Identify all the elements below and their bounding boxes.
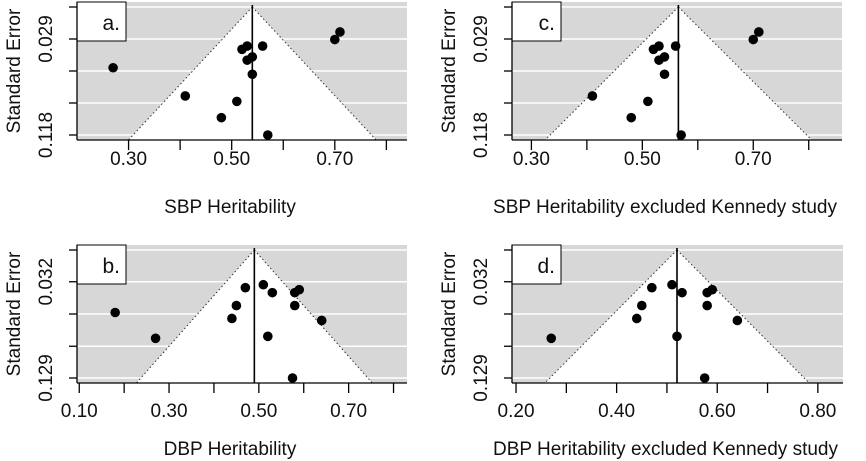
x-tick-label: 0.70 [330,401,367,422]
x-tick-label: 0.50 [624,149,661,170]
y-axis-title: Standard Error [4,8,25,133]
plot-area [77,2,407,140]
data-point [699,373,710,383]
y-tick-label: 0.118 [471,112,492,158]
y-axis-title: Standard Error [439,251,460,376]
panel-label: d. [537,255,555,278]
data-point [262,130,273,140]
panel-label-box [511,1,562,42]
funnel-right-boundary [253,249,373,383]
data-point [677,287,687,298]
panel-c: c. 0.029 0.118 0.30 0.50 0.70 SBP Heritability… [439,1,842,218]
data-point [110,307,120,318]
plot-area [77,245,407,383]
panel-a: a. 0.029 0.118 0.30 0.50 0.70 SBP Heritability… [4,1,407,218]
y-tick-label: 0.032 [36,258,57,306]
data-point [267,287,278,298]
x-axis-title: DBP Heritability excluded Kennedy study [493,439,839,460]
data-point [108,62,118,73]
data-point [587,91,598,101]
data-point [216,112,227,123]
data-point [287,373,298,383]
y-tick-label: 0.029 [471,15,492,63]
x-tick-label: 0.80 [799,401,836,422]
funnel-left-boundary [544,249,678,383]
x-tick-label: 0.20 [498,401,535,422]
x-tick-label: 0.10 [61,401,98,422]
data-point [247,69,258,80]
plot-area [512,245,843,383]
data-point [707,284,718,295]
funnel-right-boundary [676,249,810,383]
panel-label-box [76,244,127,285]
data-point [702,300,712,311]
data-point [670,41,681,51]
x-axis-title: SBP Heritability [164,197,296,218]
funnel-left-boundary [544,6,679,140]
data-point [289,300,300,311]
data-point [257,41,268,51]
panel-label: b. [102,255,120,278]
y-tick-label: 0.129 [471,354,492,402]
data-point [330,34,340,45]
data-point [659,52,670,62]
data-point [294,284,305,295]
x-tick-label: 0.50 [240,401,277,422]
data-point [631,313,642,324]
y-tick-label: 0.129 [36,354,57,402]
y-axis-title: Standard Error [4,251,25,376]
y-tick-label: 0.029 [36,15,57,63]
data-point [240,282,251,293]
plot-area [512,2,842,140]
data-point [732,315,743,326]
x-tick-label: 0.30 [513,149,550,170]
data-point [643,96,653,107]
funnel-left-boundary [136,249,255,383]
data-point [335,27,345,37]
data-point [263,331,273,342]
panel-d: d. 0.032 0.129 0.20 0.40 0.60 0.80 DBP Heritabi… [439,244,843,460]
y-tick-label: 0.118 [36,112,57,158]
data-point [647,282,657,293]
funnel-right-boundary [678,6,813,140]
panel-label-box [511,244,562,285]
data-point [258,279,269,290]
x-tick-label: 0.30 [151,401,188,422]
y-axis-title: Standard Error [439,8,460,133]
data-point [748,34,759,45]
data-point [636,300,647,311]
x-tick-label: 0.40 [598,401,635,422]
data-point [672,331,682,342]
data-point [180,91,191,101]
x-tick-label: 0.70 [316,149,353,170]
data-point [232,96,242,107]
data-point [654,41,664,51]
panel-label: c. [539,12,555,35]
data-point [667,279,677,290]
data-point [626,112,637,123]
x-tick-label: 0.30 [110,149,147,170]
data-point [316,315,327,326]
data-point [676,130,686,140]
panel-label: a. [102,12,120,35]
y-tick-label: 0.032 [471,258,492,306]
data-point [247,52,258,62]
data-point [150,333,161,344]
data-point [659,69,670,80]
data-point [242,41,252,51]
data-point [231,300,242,311]
data-point [546,333,557,344]
x-axis-title: DBP Heritability [164,439,297,460]
data-point [227,313,237,324]
x-tick-label: 0.60 [699,401,736,422]
data-point [754,27,764,37]
x-tick-label: 0.50 [213,149,250,170]
x-axis-title: SBP Heritability excluded Kennedy study [493,197,837,218]
x-tick-label: 0.70 [735,149,772,170]
